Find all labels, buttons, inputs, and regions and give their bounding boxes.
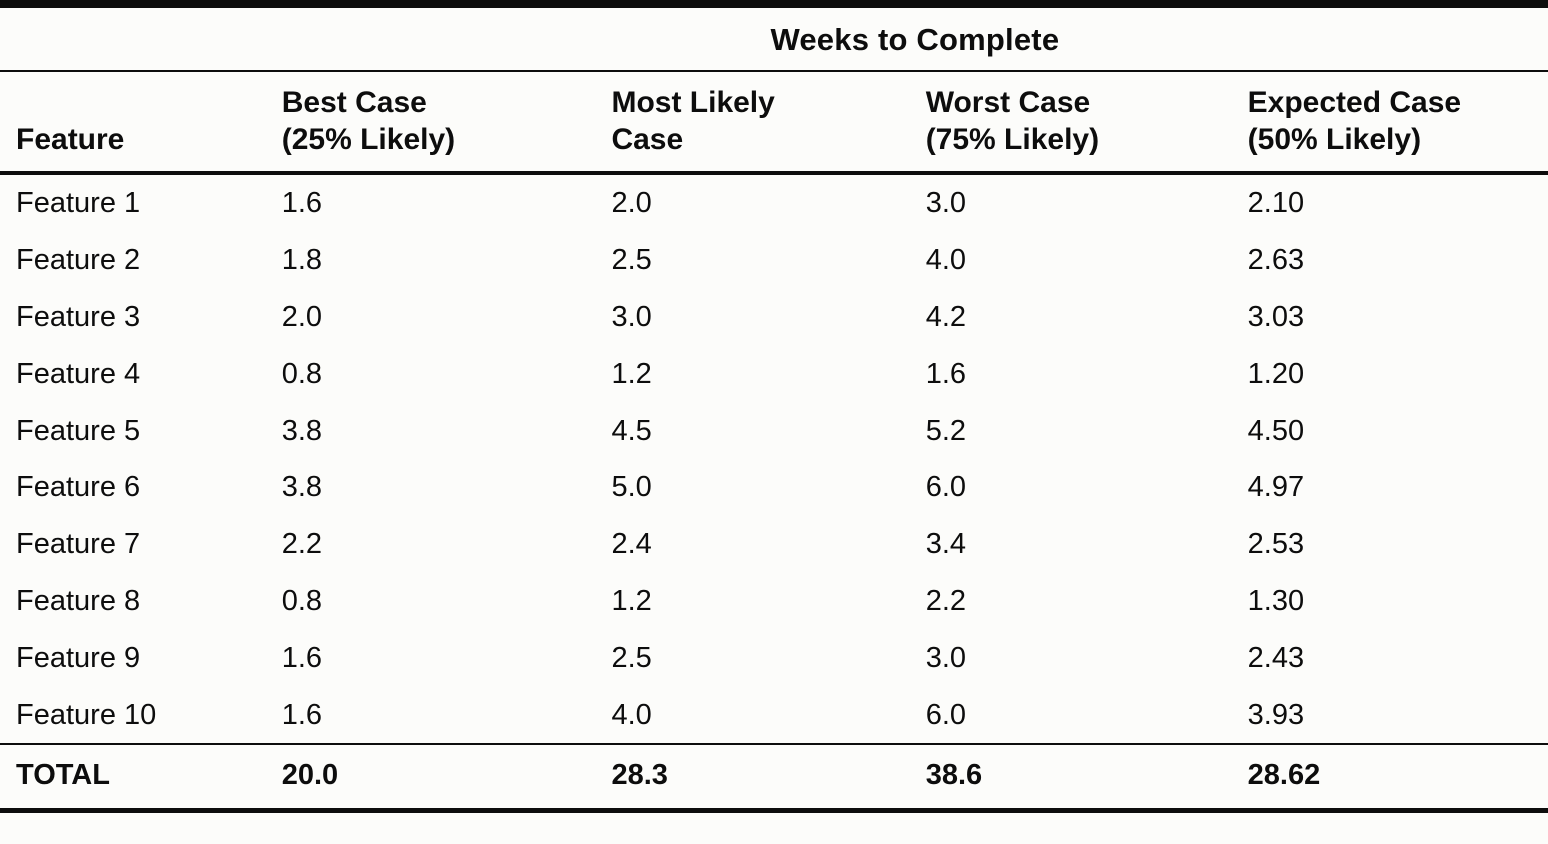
most-likely-cell: 4.0 <box>611 698 652 731</box>
column-header-expected-case: Expected Case (50% Likely) <box>1247 71 1548 176</box>
table-row: Feature 5 3.8 4.5 5.2 4.50 <box>0 403 1548 460</box>
expected-case-cell: 2.53 <box>1247 528 1305 561</box>
feature-cell: Feature 4 <box>16 357 141 390</box>
best-case-cell: 0.8 <box>281 584 323 617</box>
expected-case-cell: 2.63 <box>1247 244 1305 277</box>
table-row: Feature 3 2.0 3.0 4.2 3.03 <box>0 289 1548 346</box>
most-likely-cell: 2.5 <box>611 244 652 277</box>
total-worst-case-cell: 38.6 <box>925 743 1248 811</box>
table-title: Weeks to Complete <box>281 4 1548 72</box>
most-likely-cell: 3.0 <box>611 300 652 333</box>
title-row-spacer <box>0 4 282 72</box>
total-label-cell: TOTAL <box>0 743 282 811</box>
feature-cell: Feature 9 <box>16 641 141 674</box>
best-case-cell: 3.8 <box>281 471 323 504</box>
best-case-cell: 1.6 <box>281 698 323 731</box>
feature-cell: Feature 5 <box>16 414 141 447</box>
column-header-best-case: Best Case (25% Likely) <box>281 71 612 176</box>
table-row: Feature 2 1.8 2.5 4.0 2.63 <box>0 232 1548 289</box>
expected-case-cell: 2.10 <box>1247 187 1305 220</box>
table-row: Feature 10 1.6 4.0 6.0 3.93 <box>0 687 1548 745</box>
worst-case-cell: 6.0 <box>925 698 967 731</box>
table-header-row: Feature Best Case (25% Likely) Most Like… <box>0 71 1548 176</box>
worst-case-cell: 6.0 <box>925 471 967 504</box>
total-most-likely-cell: 28.3 <box>611 743 926 811</box>
best-case-cell: 3.8 <box>281 414 323 447</box>
total-best-case-cell: 20.0 <box>281 743 612 811</box>
feature-cell: Feature 2 <box>16 244 141 277</box>
expected-case-cell: 4.50 <box>1247 414 1305 447</box>
expected-case-cell: 3.93 <box>1247 698 1305 731</box>
column-header-feature: Feature <box>0 71 282 176</box>
expected-case-cell: 3.03 <box>1247 300 1305 333</box>
table-row: Feature 7 2.2 2.4 3.4 2.53 <box>0 516 1548 573</box>
feature-cell: Feature 8 <box>16 584 141 617</box>
table-row: Feature 9 1.6 2.5 3.0 2.43 <box>0 630 1548 687</box>
best-case-cell: 1.6 <box>281 641 323 674</box>
best-case-cell: 1.6 <box>281 187 323 220</box>
expected-case-cell: 1.20 <box>1247 357 1305 390</box>
estimation-table: Weeks to Complete Feature Best Case (25%… <box>0 0 1548 814</box>
worst-case-cell: 2.2 <box>925 584 967 617</box>
best-case-cell: 0.8 <box>281 357 323 390</box>
worst-case-cell: 5.2 <box>925 414 967 447</box>
most-likely-cell: 1.2 <box>611 584 652 617</box>
feature-cell: Feature 7 <box>16 528 141 561</box>
column-header-most-likely-case: Most Likely Case <box>611 71 926 176</box>
table-row: Feature 1 1.6 2.0 3.0 2.10 <box>0 173 1548 232</box>
expected-case-cell: 4.97 <box>1247 471 1305 504</box>
most-likely-cell: 2.0 <box>611 187 652 220</box>
worst-case-cell: 4.2 <box>925 300 967 333</box>
best-case-cell: 2.2 <box>281 528 323 561</box>
feature-cell: Feature 6 <box>16 471 141 504</box>
feature-cell: Feature 10 <box>16 698 157 731</box>
worst-case-cell: 1.6 <box>925 357 967 390</box>
best-case-cell: 1.8 <box>281 244 323 277</box>
most-likely-cell: 2.5 <box>611 641 652 674</box>
table-row: Feature 8 0.8 1.2 2.2 1.30 <box>0 573 1548 630</box>
most-likely-cell: 1.2 <box>611 357 652 390</box>
most-likely-cell: 4.5 <box>611 414 652 447</box>
most-likely-cell: 2.4 <box>611 528 652 561</box>
worst-case-cell: 4.0 <box>925 244 967 277</box>
table-row: Feature 6 3.8 5.0 6.0 4.97 <box>0 459 1548 516</box>
worst-case-cell: 3.0 <box>925 187 967 220</box>
worst-case-cell: 3.0 <box>925 641 967 674</box>
column-header-worst-case: Worst Case (75% Likely) <box>925 71 1248 176</box>
table-title-row: Weeks to Complete <box>0 4 1548 72</box>
expected-case-cell: 2.43 <box>1247 641 1305 674</box>
feature-cell: Feature 3 <box>16 300 141 333</box>
feature-cell: Feature 1 <box>16 187 141 220</box>
best-case-cell: 2.0 <box>281 300 323 333</box>
table-total-row: TOTAL 20.0 28.3 38.6 28.62 <box>0 743 1548 811</box>
table-row: Feature 4 0.8 1.2 1.6 1.20 <box>0 346 1548 403</box>
most-likely-cell: 5.0 <box>611 471 652 504</box>
worst-case-cell: 3.4 <box>925 528 967 561</box>
expected-case-cell: 1.30 <box>1247 584 1305 617</box>
total-expected-case-cell: 28.62 <box>1247 743 1548 811</box>
